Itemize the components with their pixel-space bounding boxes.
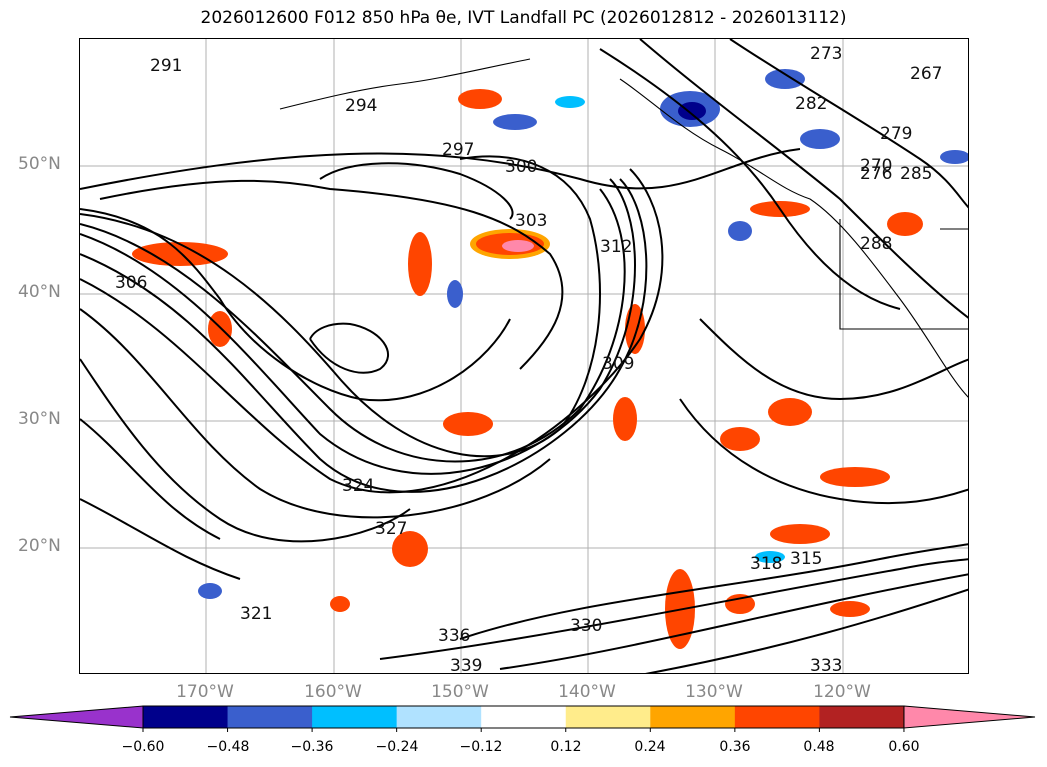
colorbar-segment [734, 706, 820, 728]
latitude-label: 30°N [18, 409, 61, 429]
contour-label: 309 [602, 354, 634, 374]
contour-label: 279 [880, 124, 912, 144]
colorbar-segment [565, 706, 651, 728]
map-canvas: 291 294 297 300 303 306 309 312 315 318 … [80, 39, 968, 674]
colorbar-tick-label: −0.12 [459, 739, 503, 755]
latitude-label: 50°N [18, 154, 61, 174]
colorbar-tick-label: −0.48 [206, 739, 250, 755]
colorbar-tick-label: 0.36 [719, 739, 751, 755]
map-panel: 291 294 297 300 303 306 309 312 315 318 … [79, 38, 969, 674]
contour-label: 270 [860, 156, 892, 176]
contour-label: 324 [342, 476, 374, 496]
colorbar-tick-label: −0.24 [375, 739, 419, 755]
map-title: 2026012600 F012 850 hPa θe, IVT Landfall… [200, 8, 847, 28]
longitude-label: 150°W [431, 682, 489, 702]
theta-e-contours [80, 39, 968, 673]
contour-label: 327 [375, 519, 407, 539]
colorbar-outline [142, 705, 905, 729]
contour-label: 312 [600, 237, 632, 257]
colorbar-tick-label: −0.36 [290, 739, 334, 755]
contour-label: 336 [438, 626, 470, 646]
contour-label: 303 [515, 211, 547, 231]
contour-labels: 291 294 297 300 303 306 309 312 315 318 … [115, 44, 942, 674]
colorbar-segment [396, 706, 482, 728]
longitude-label: 140°W [558, 682, 616, 702]
longitude-label: 170°W [176, 682, 234, 702]
contour-label: 276 [860, 164, 892, 184]
colorbar-extend-low [9, 705, 144, 729]
contour-label: 306 [115, 273, 147, 293]
contour-label: 288 [860, 234, 892, 254]
contour-label: 339 [450, 656, 482, 674]
longitude-label: 160°W [304, 682, 362, 702]
contour-label: 321 [240, 604, 272, 624]
colorbar-tick-label: 0.24 [634, 739, 666, 755]
longitude-label: 120°W [813, 682, 871, 702]
colorbar-segment [819, 706, 905, 728]
coastlines [279, 58, 968, 398]
graticule [80, 39, 968, 673]
contour-label: 285 [900, 164, 932, 184]
contour-label: 330 [570, 616, 602, 636]
contour-label: 291 [150, 56, 182, 76]
colorbar-segment [650, 706, 736, 728]
colorbar-tick-label: 0.12 [550, 739, 582, 755]
longitude-label: 130°W [685, 682, 743, 702]
contour-label: 297 [442, 140, 474, 160]
colorbar-segment [143, 706, 229, 728]
contour-label: 300 [505, 157, 537, 177]
contour-label: 267 [910, 64, 942, 84]
contour-label: 318 [750, 554, 782, 574]
colorbar-segment [481, 706, 567, 728]
latitude-label: 20°N [18, 536, 61, 556]
colorbar-tick-label: 0.48 [803, 739, 835, 755]
colorbar-tick-label: −0.60 [121, 739, 165, 755]
negative-pc-shading [198, 69, 968, 599]
latitude-label: 40°N [18, 282, 61, 302]
contour-label: 294 [345, 96, 377, 116]
contour-label: 333 [810, 656, 842, 674]
contour-label: 282 [795, 94, 827, 114]
colorbar-tick-label: 0.60 [888, 739, 920, 755]
colorbar-extend-high [903, 705, 1036, 729]
colorbar-segment [312, 706, 398, 728]
colorbar [9, 705, 1036, 732]
contour-label: 315 [790, 549, 822, 569]
contour-label: 273 [810, 44, 842, 64]
colorbar-segment [227, 706, 313, 728]
